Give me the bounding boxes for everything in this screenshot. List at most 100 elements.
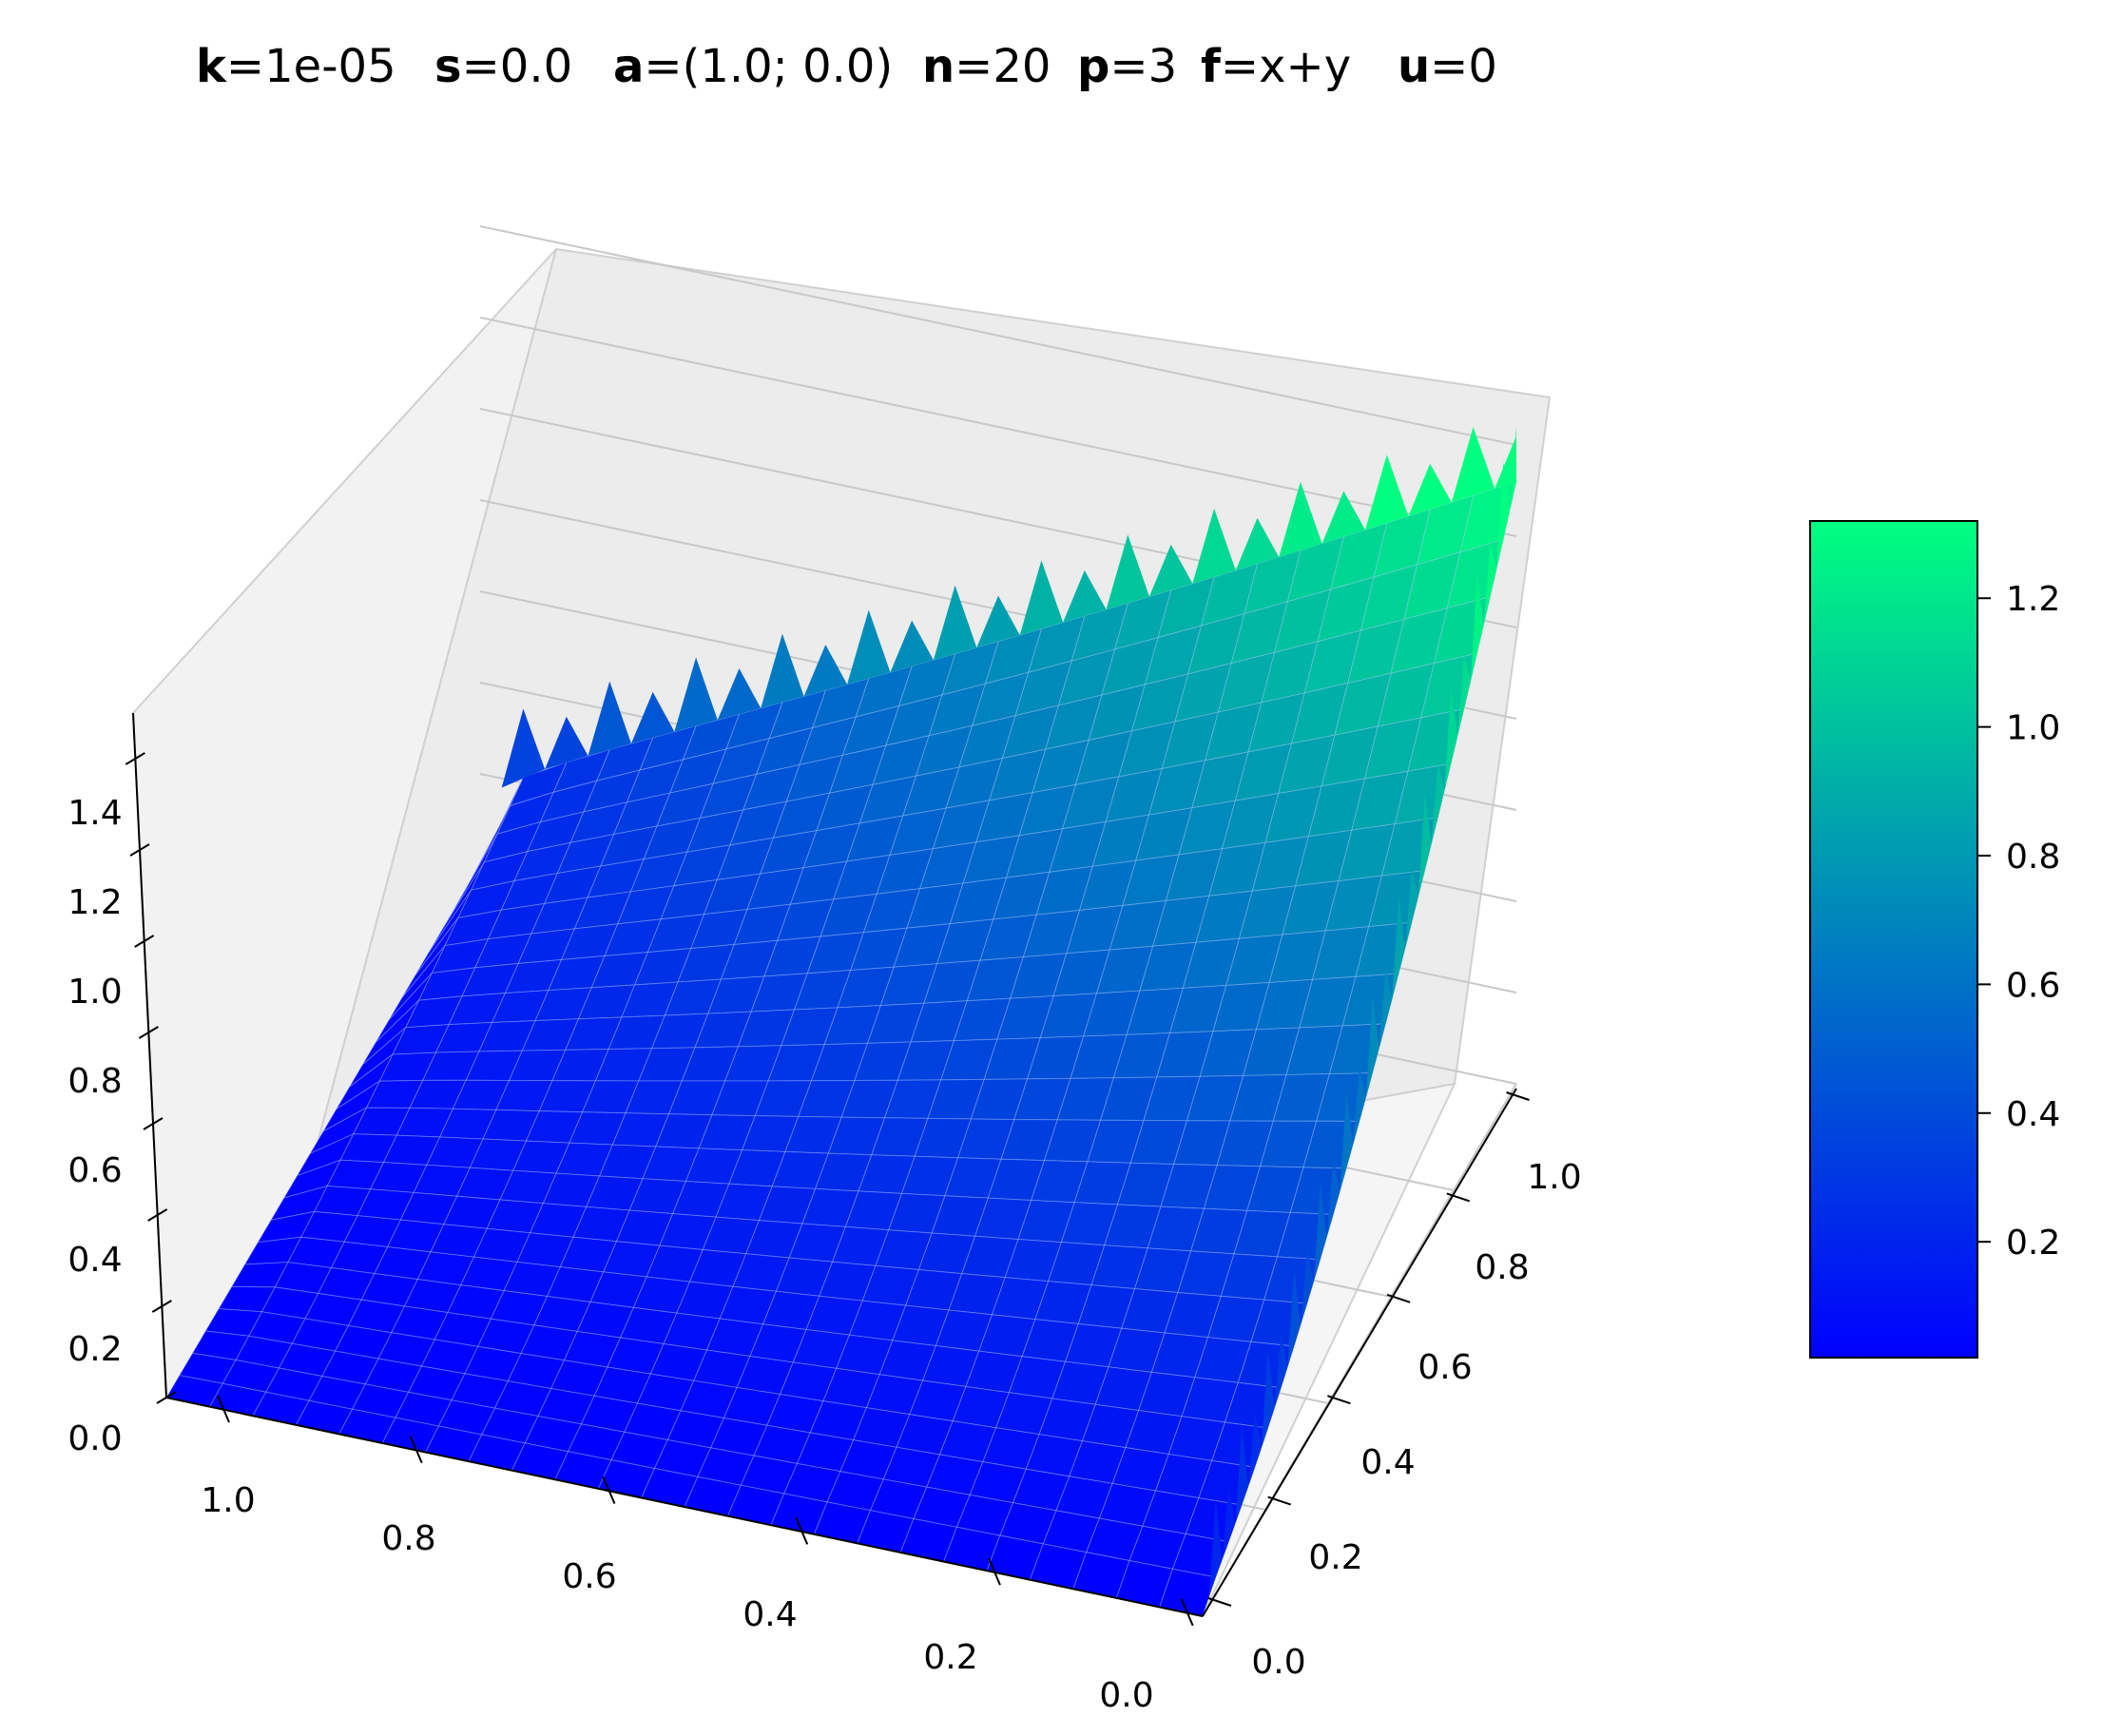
surface-cell xyxy=(628,1178,686,1215)
surface-cell xyxy=(855,665,913,718)
surface-cell xyxy=(845,815,904,862)
surface-cell xyxy=(753,1424,811,1464)
surface-cell xyxy=(884,694,943,746)
surface-cell xyxy=(775,1257,834,1297)
colorbar-tick-label: 0.6 xyxy=(2006,966,2060,1005)
surface-cell xyxy=(582,769,641,813)
chart-title: k=1e-05 s=0.0 a=(1.0; 0.0) n=20 p=3 f=x+… xyxy=(0,29,1711,105)
y-axis-line xyxy=(1202,1088,1517,1617)
surface-cell xyxy=(810,1042,869,1082)
surface-cell xyxy=(941,640,999,696)
surface-cell xyxy=(507,1353,566,1390)
surface-cell xyxy=(750,973,808,1013)
z-tick xyxy=(129,843,150,857)
surface-cell xyxy=(539,780,598,823)
spike xyxy=(1365,454,1409,530)
spike xyxy=(1261,1350,1275,1448)
surface-cell xyxy=(928,683,986,737)
spike xyxy=(1106,534,1149,610)
spike xyxy=(1470,575,1484,682)
spike xyxy=(1365,995,1379,1098)
spike xyxy=(1483,542,1497,626)
spike xyxy=(1063,569,1107,623)
z-tick xyxy=(125,752,145,765)
spike xyxy=(890,620,934,673)
spike xyxy=(1279,481,1322,557)
title-param-s: s=0.0 xyxy=(434,40,573,93)
y-tick-label: 1.0 xyxy=(1527,1158,1581,1197)
y-axis-ticks: 0.0 0.2 0.4 0.6 0.8 1.0 xyxy=(1207,1091,1582,1682)
surface-cell xyxy=(915,724,974,777)
surface-cell xyxy=(828,744,887,794)
surface-cell xyxy=(716,837,775,881)
surface-cell xyxy=(758,1186,817,1225)
surface-cell xyxy=(702,1216,761,1255)
spike xyxy=(1457,654,1471,737)
spike xyxy=(1235,517,1280,570)
surface-cell xyxy=(560,923,619,961)
surface-cell xyxy=(524,1415,582,1453)
surface-cell xyxy=(491,990,550,1023)
surface-cell xyxy=(452,1079,511,1110)
surface-cell xyxy=(440,834,498,933)
surface-cell xyxy=(625,1080,683,1115)
surface-cell xyxy=(746,867,804,911)
y-tick-label: 0.8 xyxy=(1475,1248,1529,1287)
colorbar-tick-label: 1.0 xyxy=(2006,709,2060,748)
surface-cell xyxy=(682,713,741,761)
surface-cell xyxy=(675,1281,734,1320)
surface-cell xyxy=(688,1248,747,1287)
surface-cell xyxy=(623,1402,682,1441)
surface-cell xyxy=(650,1013,709,1050)
surface-cell xyxy=(538,1080,597,1113)
spike xyxy=(1321,491,1366,544)
surface-cell xyxy=(896,1414,954,1456)
z-tick-label: 0.0 xyxy=(67,1419,122,1458)
surface-cell xyxy=(831,1225,890,1266)
surface-cell xyxy=(646,1244,704,1283)
spike xyxy=(1417,793,1432,897)
surface-cell xyxy=(521,1018,580,1051)
surface-cell xyxy=(754,1080,813,1117)
surface-cell xyxy=(815,783,874,832)
surface-cell xyxy=(373,1245,432,1281)
surface-cell xyxy=(482,1109,540,1142)
colorbar-tick-label: 0.2 xyxy=(2006,1224,2060,1263)
surface-cell xyxy=(486,1199,544,1234)
spike xyxy=(1192,508,1236,584)
surface-cell xyxy=(550,1360,608,1397)
surface-cell xyxy=(935,1309,993,1352)
surface-cell xyxy=(663,1312,721,1351)
surface-cell xyxy=(633,948,692,986)
surface-cell xyxy=(598,1144,657,1180)
colorbar-tick-label: 0.4 xyxy=(2006,1095,2060,1134)
surface-cell xyxy=(811,677,870,729)
spike xyxy=(761,633,804,708)
z-tick xyxy=(138,1026,159,1039)
surface-cell xyxy=(900,1155,959,1197)
spike xyxy=(847,609,891,685)
surface-cell xyxy=(564,1016,623,1051)
x-tick-label: 0.4 xyxy=(742,1595,797,1634)
y-tick xyxy=(1506,1091,1530,1101)
surface-cell xyxy=(706,975,765,1014)
surface-cell xyxy=(546,1266,605,1303)
surface-cell xyxy=(939,1038,998,1081)
surface-cell xyxy=(805,1295,863,1336)
surface-cell xyxy=(361,999,419,1066)
surface-cell xyxy=(589,1271,647,1308)
surface-cell xyxy=(607,1014,665,1051)
surface-cell xyxy=(724,701,783,750)
surface-cell xyxy=(897,652,956,707)
surface-cell xyxy=(611,1112,670,1148)
z-tick-label: 1.2 xyxy=(67,883,122,922)
surface-cell xyxy=(698,1114,756,1151)
surface-cell xyxy=(797,1080,856,1118)
surface-cell xyxy=(767,1044,825,1082)
surface-cell xyxy=(500,872,559,911)
spike xyxy=(1235,1427,1249,1524)
surface-cell xyxy=(694,1011,752,1049)
surface-cell xyxy=(952,1385,1010,1429)
surface-cell xyxy=(230,1262,289,1288)
